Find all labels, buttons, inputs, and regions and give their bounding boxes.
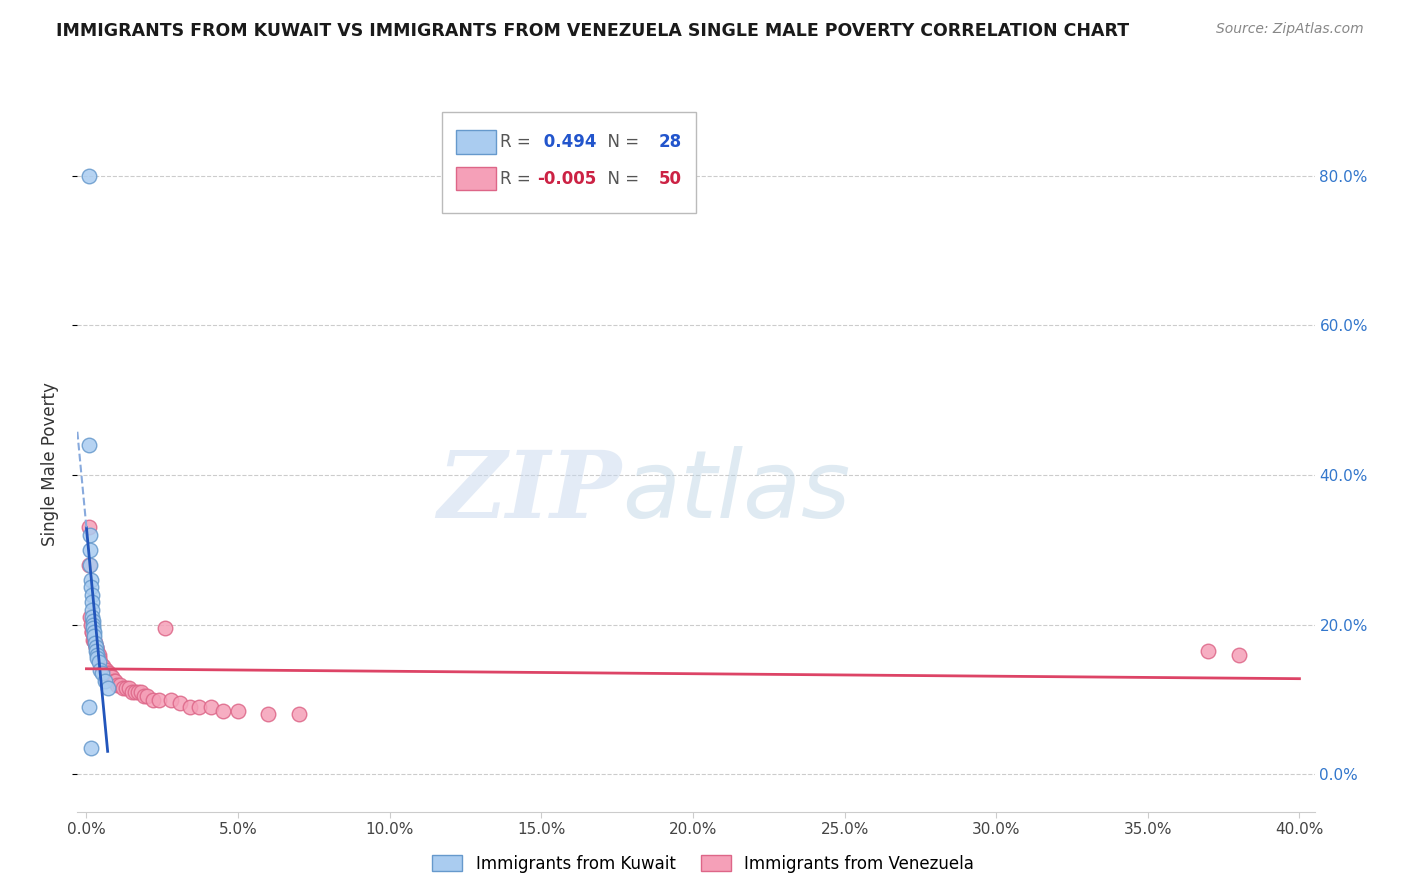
Text: R =: R = <box>501 169 537 187</box>
Point <box>129 685 152 699</box>
Point <box>187 700 209 714</box>
Point <box>87 648 110 662</box>
Point <box>80 625 103 640</box>
Point <box>287 707 309 722</box>
Point <box>82 614 104 628</box>
Point <box>84 640 107 654</box>
Point <box>226 704 249 718</box>
Point <box>257 707 280 722</box>
Point <box>77 520 100 534</box>
Point <box>169 696 191 710</box>
Point <box>103 673 125 688</box>
Point <box>82 622 104 636</box>
Point <box>82 603 104 617</box>
Point <box>83 625 105 640</box>
Point <box>79 558 101 572</box>
Point <box>124 685 146 699</box>
Point <box>148 692 170 706</box>
Point <box>80 588 103 602</box>
Text: N =: N = <box>598 169 644 187</box>
Point <box>84 640 107 654</box>
Point <box>89 663 111 677</box>
Point <box>105 677 128 691</box>
Point <box>155 622 177 636</box>
Text: R =: R = <box>501 133 537 151</box>
Point <box>98 666 121 681</box>
Point <box>136 689 159 703</box>
Point <box>86 648 108 662</box>
Text: N =: N = <box>598 133 644 151</box>
Point <box>80 595 103 609</box>
Point <box>80 617 103 632</box>
Point <box>93 673 115 688</box>
Text: IMMIGRANTS FROM KUWAIT VS IMMIGRANTS FROM VENEZUELA SINGLE MALE POVERTY CORRELAT: IMMIGRANTS FROM KUWAIT VS IMMIGRANTS FRO… <box>56 22 1129 40</box>
Text: 50: 50 <box>659 169 682 187</box>
Point <box>200 700 222 714</box>
Point <box>212 704 235 718</box>
Point <box>90 658 112 673</box>
Point <box>79 528 101 542</box>
Point <box>97 666 120 681</box>
Point <box>80 580 103 594</box>
Point <box>87 655 110 669</box>
Point <box>77 169 100 183</box>
Point <box>132 689 155 703</box>
Point <box>142 692 165 706</box>
Point <box>86 640 108 654</box>
Point <box>111 681 134 696</box>
Point <box>108 677 131 691</box>
Point <box>91 658 114 673</box>
Point <box>160 692 183 706</box>
Point <box>118 681 141 696</box>
Point <box>84 636 107 650</box>
FancyBboxPatch shape <box>456 130 495 153</box>
Point <box>79 542 101 557</box>
Point <box>97 681 120 696</box>
Point <box>104 673 127 688</box>
Point <box>82 625 104 640</box>
Point <box>79 741 101 756</box>
Point <box>100 670 122 684</box>
Point <box>94 663 117 677</box>
Point <box>121 685 143 699</box>
Y-axis label: Single Male Poverty: Single Male Poverty <box>41 382 59 546</box>
Point <box>86 644 108 658</box>
Point <box>86 651 108 665</box>
FancyBboxPatch shape <box>456 167 495 190</box>
Text: 28: 28 <box>659 133 682 151</box>
Point <box>79 610 101 624</box>
Point <box>127 685 149 699</box>
Point <box>89 651 111 665</box>
Point <box>89 655 111 669</box>
Point <box>82 617 104 632</box>
Point <box>82 610 104 624</box>
Point <box>93 663 115 677</box>
Point <box>80 573 103 587</box>
Point <box>1227 648 1250 662</box>
Legend: Immigrants from Kuwait, Immigrants from Venezuela: Immigrants from Kuwait, Immigrants from … <box>426 848 980 880</box>
Point <box>179 700 201 714</box>
Point <box>79 438 101 452</box>
Point <box>115 681 138 696</box>
Point <box>83 629 105 643</box>
FancyBboxPatch shape <box>443 112 696 213</box>
Point <box>82 632 104 647</box>
Text: atlas: atlas <box>621 446 851 537</box>
Point <box>90 666 112 681</box>
Point <box>79 558 101 572</box>
Text: ZIP: ZIP <box>437 447 621 537</box>
Point <box>84 636 107 650</box>
Point <box>83 632 105 647</box>
Text: Source: ZipAtlas.com: Source: ZipAtlas.com <box>1216 22 1364 37</box>
Point <box>84 644 107 658</box>
Text: 0.494: 0.494 <box>537 133 596 151</box>
Text: -0.005: -0.005 <box>537 169 598 187</box>
Point <box>1198 644 1220 658</box>
Point <box>79 700 101 714</box>
Point <box>101 670 124 684</box>
